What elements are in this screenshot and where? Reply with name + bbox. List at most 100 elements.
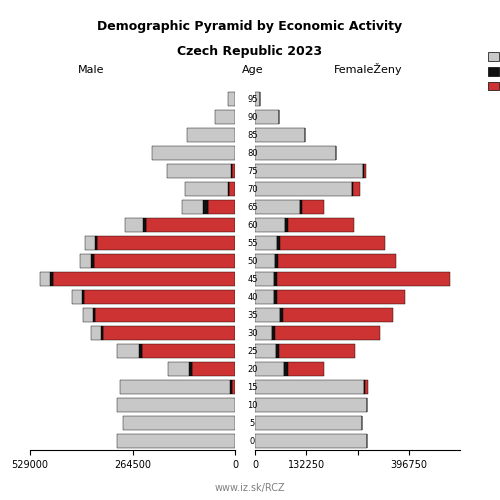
Bar bbox=[255, 182, 352, 196]
Text: 35: 35 bbox=[247, 310, 258, 320]
Text: 95: 95 bbox=[247, 94, 258, 104]
Bar bbox=[255, 146, 336, 160]
Text: 75: 75 bbox=[247, 166, 258, 175]
Text: 30: 30 bbox=[247, 328, 258, 338]
Bar bbox=[283, 308, 394, 322]
Bar bbox=[280, 308, 283, 322]
Bar bbox=[255, 344, 276, 358]
Bar bbox=[255, 218, 285, 232]
Bar bbox=[255, 272, 274, 286]
Bar bbox=[53, 272, 235, 286]
Text: 70: 70 bbox=[247, 184, 258, 194]
Bar bbox=[255, 290, 274, 304]
Bar bbox=[277, 272, 450, 286]
Text: 20: 20 bbox=[247, 364, 258, 374]
Bar bbox=[138, 344, 142, 358]
Bar bbox=[280, 236, 385, 250]
Bar bbox=[40, 272, 50, 286]
Bar bbox=[98, 236, 235, 250]
Bar bbox=[364, 164, 366, 178]
Bar bbox=[94, 254, 235, 268]
Bar bbox=[126, 218, 143, 232]
Bar bbox=[255, 254, 275, 268]
Bar bbox=[203, 200, 208, 214]
Bar bbox=[278, 254, 396, 268]
Bar bbox=[228, 92, 235, 106]
Bar bbox=[272, 326, 275, 340]
Bar bbox=[288, 362, 325, 376]
Bar bbox=[182, 200, 203, 214]
Bar bbox=[275, 254, 278, 268]
Bar bbox=[255, 92, 260, 106]
Bar bbox=[288, 218, 354, 232]
Bar bbox=[255, 398, 368, 412]
Bar bbox=[228, 182, 229, 196]
Bar bbox=[255, 200, 300, 214]
Bar bbox=[93, 308, 96, 322]
Bar bbox=[352, 182, 354, 196]
Text: 65: 65 bbox=[247, 202, 258, 211]
Bar bbox=[83, 308, 93, 322]
Text: 55: 55 bbox=[247, 238, 258, 248]
Bar bbox=[362, 164, 364, 178]
Bar bbox=[152, 146, 235, 160]
Bar bbox=[365, 380, 368, 394]
Text: Czech Republic 2023: Czech Republic 2023 bbox=[178, 45, 322, 58]
Text: 90: 90 bbox=[247, 112, 258, 122]
Bar bbox=[255, 380, 364, 394]
Text: 85: 85 bbox=[247, 130, 258, 140]
Bar bbox=[255, 362, 284, 376]
Bar bbox=[274, 272, 277, 286]
Bar bbox=[255, 416, 362, 430]
Bar bbox=[122, 416, 235, 430]
Text: 0: 0 bbox=[250, 436, 255, 446]
Text: 40: 40 bbox=[247, 292, 258, 302]
Bar bbox=[117, 398, 235, 412]
Bar bbox=[72, 290, 82, 304]
Bar bbox=[143, 218, 146, 232]
Bar bbox=[231, 164, 232, 178]
Text: Age: Age bbox=[242, 65, 264, 75]
Bar bbox=[82, 290, 84, 304]
Bar bbox=[279, 344, 354, 358]
Bar bbox=[85, 236, 94, 250]
Bar bbox=[120, 380, 230, 394]
Bar bbox=[300, 200, 302, 214]
Text: 80: 80 bbox=[247, 148, 258, 158]
Bar bbox=[255, 164, 362, 178]
Bar bbox=[302, 200, 324, 214]
Bar bbox=[103, 326, 235, 340]
Bar bbox=[208, 200, 235, 214]
Bar bbox=[185, 182, 228, 196]
Text: Male: Male bbox=[78, 65, 105, 75]
Text: 50: 50 bbox=[247, 256, 258, 266]
Bar bbox=[91, 254, 94, 268]
Bar bbox=[192, 362, 235, 376]
Bar bbox=[354, 182, 360, 196]
Bar bbox=[117, 434, 235, 448]
Bar bbox=[168, 362, 189, 376]
Bar bbox=[100, 326, 103, 340]
Bar bbox=[229, 182, 235, 196]
Bar bbox=[285, 218, 288, 232]
Text: 10: 10 bbox=[247, 400, 258, 409]
Bar bbox=[80, 254, 91, 268]
Text: 60: 60 bbox=[247, 220, 258, 230]
Bar bbox=[215, 110, 235, 124]
Text: FemaleŽeny: FemaleŽeny bbox=[334, 63, 402, 75]
Bar bbox=[232, 164, 235, 178]
Bar bbox=[232, 380, 235, 394]
Bar bbox=[117, 344, 138, 358]
Bar bbox=[230, 380, 232, 394]
Bar bbox=[189, 362, 192, 376]
Bar bbox=[255, 110, 279, 124]
Bar bbox=[84, 290, 235, 304]
Bar bbox=[364, 380, 365, 394]
Bar bbox=[255, 308, 280, 322]
Text: www.iz.sk/RCZ: www.iz.sk/RCZ bbox=[214, 482, 286, 492]
Bar bbox=[255, 326, 272, 340]
Bar bbox=[278, 236, 280, 250]
Bar bbox=[255, 434, 368, 448]
Bar bbox=[96, 308, 235, 322]
Bar bbox=[50, 272, 53, 286]
